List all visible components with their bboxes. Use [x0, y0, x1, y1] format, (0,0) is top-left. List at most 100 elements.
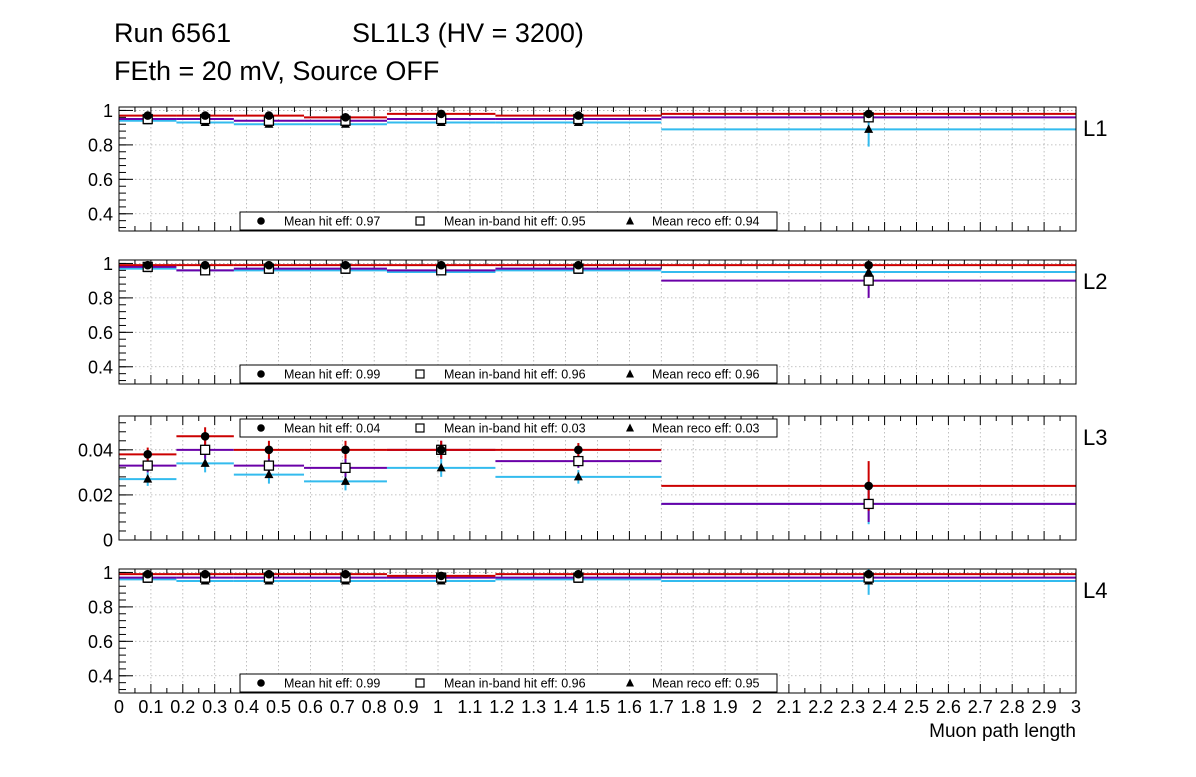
inband-marker	[863, 498, 874, 510]
x-tick-label: 0.3	[202, 697, 227, 717]
x-tick-label: 2.8	[1000, 697, 1025, 717]
hit-marker	[574, 260, 583, 270]
hit-marker	[574, 569, 583, 579]
plot-panels: 0.4 0.6 0.8 1 L1 Mean hit eff: 0.97 Mean in-ba…	[78, 101, 1108, 717]
legend-l4: Mean hit eff: 0.99 Mean in-band hit eff: …	[239, 673, 778, 693]
hit-marker	[264, 569, 274, 579]
legend-box	[239, 364, 778, 384]
x-axis-label: Muon path length	[929, 721, 1076, 742]
hit-marker	[436, 445, 446, 455]
hit-marker	[436, 260, 446, 270]
x-tick-label: 0.4	[234, 697, 259, 717]
y-tick-label: 0.02	[78, 485, 113, 505]
reco-marker	[864, 124, 874, 133]
legend-inband-marker	[415, 678, 425, 688]
reco-marker	[264, 469, 274, 479]
legend-hit-marker	[257, 424, 265, 432]
legend-reco-text: Mean reco eff: 0.94	[652, 215, 760, 229]
y-tick-label: 1	[103, 254, 113, 274]
x-tick-label: 2.3	[840, 697, 865, 717]
panel-l1: 0.4 0.6 0.8 1 L1 Mean hit eff: 0.97 Mean in-ba…	[88, 101, 1107, 232]
x-tick-label: 2.5	[904, 697, 929, 717]
y-tick-label: 0.4	[88, 204, 113, 224]
x-tick-label: 0.9	[394, 697, 419, 717]
panel-frame	[118, 415, 1077, 541]
y-tick-label: 0.8	[88, 135, 113, 155]
legend-reco-text: Mean reco eff: 0.96	[652, 368, 760, 382]
hit-marker	[574, 445, 583, 455]
legend-reco-text: Mean reco eff: 0.03	[652, 422, 760, 436]
legend-l3: Mean hit eff: 0.04 Mean in-band hit eff: …	[239, 418, 778, 438]
legend-inband-text: Mean in-band hit eff: 0.96	[444, 368, 586, 382]
legend-box	[239, 418, 778, 438]
inband-marker	[199, 444, 211, 455]
x-tick-label: 1.5	[585, 697, 610, 717]
x-tick-label: 2.7	[968, 697, 993, 717]
hit-marker	[264, 111, 274, 120]
y-tick-label: 0.8	[88, 597, 113, 617]
y-tick-label: 0.6	[88, 170, 113, 190]
legend-inband-marker	[415, 216, 425, 226]
panel-frame	[118, 259, 1077, 385]
y-tick-label: 0	[103, 531, 113, 551]
hit-marker	[143, 260, 153, 270]
y-tick-label: 0.6	[88, 323, 113, 343]
hit-marker	[143, 450, 153, 459]
y-tick-label: 0.4	[88, 357, 113, 377]
legend-inband-text: Mean in-band hit eff: 0.03	[444, 422, 586, 436]
panel-label: L2	[1083, 269, 1107, 294]
reco-marker	[573, 471, 583, 481]
inband-marker	[863, 275, 874, 286]
legend-inband-text: Mean in-band hit eff: 0.96	[444, 677, 586, 691]
legend-inband-marker	[415, 369, 425, 379]
x-tick-label: 1.3	[521, 697, 546, 717]
hit-marker	[864, 569, 873, 579]
hit-marker	[200, 431, 210, 441]
panel-l4: 0.4 0.6 0.8 1 L4 Mean hit eff: 0.99 Mean in-ba…	[88, 563, 1107, 694]
panel-frame	[118, 106, 1077, 232]
inband-marker	[263, 460, 275, 471]
legend-l2: Mean hit eff: 0.99 Mean in-band hit eff: …	[239, 364, 778, 384]
x-tick-label: 2.2	[808, 697, 833, 717]
x-tick-label: 3	[1071, 697, 1081, 717]
y-tick-label: 1	[103, 101, 113, 121]
y-tick-label: 0.6	[88, 632, 113, 652]
hit-marker	[143, 111, 153, 120]
legend-hit-text: Mean hit eff: 0.04	[284, 422, 380, 436]
x-tick-label: 0.6	[298, 697, 323, 717]
reco-marker	[200, 458, 210, 467]
x-tick-label: 1.2	[489, 697, 514, 717]
hit-marker	[436, 571, 446, 581]
x-tick-label: 0	[114, 697, 124, 717]
x-tick-label: 1.9	[713, 697, 738, 717]
legend-hit-text: Mean hit eff: 0.97	[284, 215, 380, 229]
hit-marker	[341, 445, 350, 455]
reco-marker	[864, 267, 874, 276]
hit-marker	[200, 569, 210, 579]
x-tick-label: 0.7	[330, 697, 355, 717]
legend-reco-text: Mean reco eff: 0.95	[652, 677, 760, 691]
hit-marker	[341, 260, 350, 270]
legend-hit-marker	[257, 679, 265, 687]
x-tick-label: 0.1	[138, 697, 163, 717]
reco-marker	[143, 474, 153, 483]
legend-box	[239, 673, 778, 693]
panel-label: L4	[1083, 578, 1107, 603]
y-tick-label: 0.4	[88, 666, 113, 686]
inband-marker	[142, 460, 153, 471]
legend-inband-marker	[415, 423, 425, 433]
legend-reco-marker	[626, 678, 634, 687]
y-tick-label: 0.8	[88, 288, 113, 308]
run-title: Run 6561	[114, 18, 231, 48]
x-tick-label: 1.1	[457, 697, 482, 717]
inband-marker	[340, 462, 351, 474]
hit-marker	[200, 260, 210, 270]
x-tick-label: 1.4	[553, 697, 578, 717]
x-tick-label: 1.8	[681, 697, 706, 717]
panel-l3: 0 0.02 0.04 L3 Mean hit eff: 0.04 Mean in-ban…	[78, 415, 1107, 551]
legend-hit-text: Mean hit eff: 0.99	[284, 368, 380, 382]
legend-reco-marker	[626, 369, 634, 378]
inband-marker	[573, 455, 584, 467]
x-tick-label: 1	[433, 697, 443, 717]
